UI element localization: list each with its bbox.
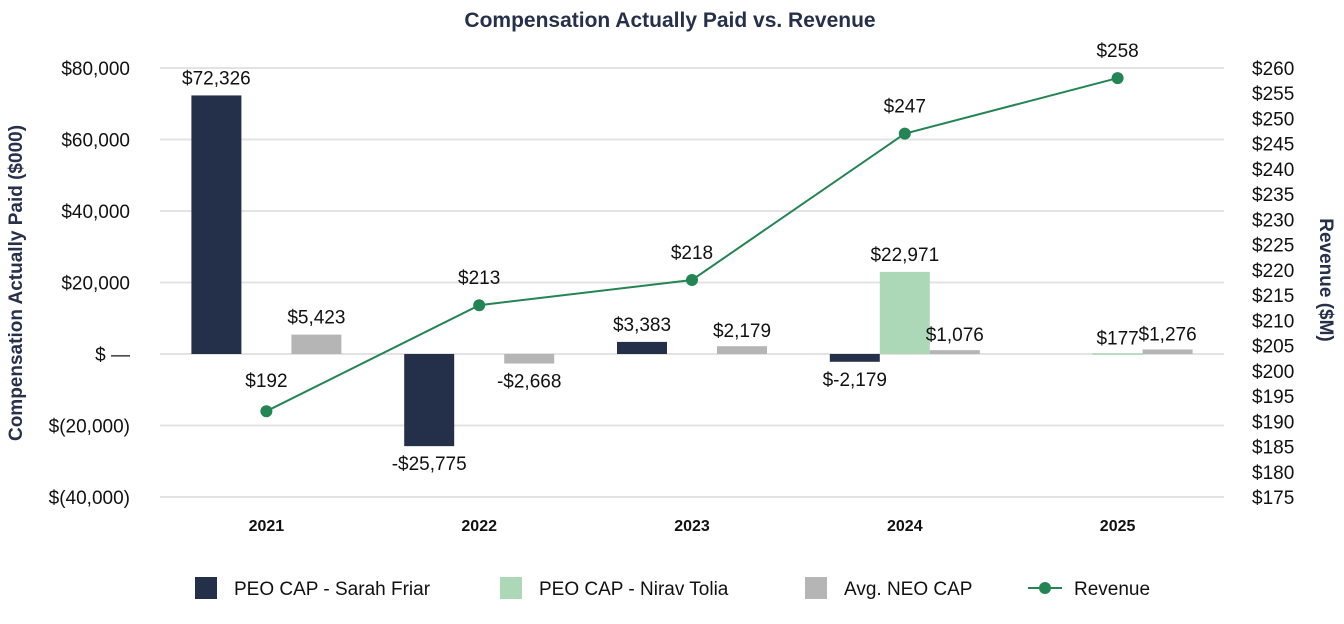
right-tick-label: $220: [1252, 261, 1294, 282]
revenue-line-series: [260, 72, 1124, 418]
left-axis-ticks: $80,000 $60,000 $40,000 $20,000 $ — $(20,000)…: [49, 59, 130, 509]
bar: [717, 346, 767, 354]
left-axis-title: Compensation Actually Paid ($000): [6, 125, 27, 441]
revenue-point: [260, 405, 273, 418]
bar: [879, 271, 930, 354]
legend-swatch: [500, 577, 522, 599]
bar: [404, 354, 455, 447]
bar: [1092, 353, 1143, 355]
left-tick-label: $40,000: [61, 202, 130, 223]
legend-label: PEO CAP - Nirav Tolia: [539, 579, 729, 600]
bar-data-label: $3,383: [613, 315, 671, 336]
chart-title: Compensation Actually Paid vs. Revenue: [464, 9, 875, 32]
bar: [504, 354, 555, 364]
legend: PEO CAP - Sarah Friar PEO CAP - Nirav Tol…: [195, 577, 1150, 600]
bar-data-label: $-2,179: [823, 370, 887, 391]
right-tick-label: $190: [1252, 412, 1294, 433]
legend-marker: [1039, 582, 1051, 594]
legend-label: PEO CAP - Sarah Friar: [234, 579, 431, 600]
x-tick-label: 2023: [674, 518, 710, 535]
revenue-data-label: $218: [671, 243, 713, 264]
bar-data-label: $72,326: [182, 68, 251, 89]
right-tick-label: $260: [1252, 59, 1294, 80]
revenue-data-label: $192: [245, 371, 287, 392]
x-tick-label: 2022: [461, 518, 497, 535]
x-tick-label: 2025: [1100, 518, 1136, 535]
right-tick-label: $200: [1252, 362, 1294, 383]
revenue-point: [686, 273, 698, 286]
right-tick-label: $175: [1252, 488, 1294, 509]
right-tick-label: $240: [1252, 160, 1294, 181]
legend-swatch: [805, 577, 827, 599]
left-tick-label: $20,000: [61, 274, 130, 295]
revenue-data-label: $247: [884, 97, 926, 118]
left-tick-label: $(40,000): [49, 488, 130, 509]
data-labels: $72,326-$25,775$3,383$-2,179$22,971$177$…: [182, 41, 1197, 475]
bar: [191, 95, 242, 355]
bar: [829, 354, 880, 362]
right-axis-ticks: $260 $255 $250 $245 $240 $235 $230 $225 $220 $215…: [1252, 59, 1294, 509]
x-tick-label: 2024: [887, 518, 923, 535]
right-tick-label: $210: [1252, 311, 1294, 332]
bar: [617, 341, 667, 354]
revenue-point: [1111, 72, 1124, 85]
revenue-data-label: $258: [1096, 41, 1138, 62]
left-tick-label: $(20,000): [49, 417, 130, 438]
bar: [291, 334, 342, 354]
right-tick-label: $245: [1252, 135, 1294, 156]
bar-data-label: $22,971: [870, 245, 939, 266]
bar-data-label: $5,423: [287, 308, 345, 329]
left-tick-label: $80,000: [61, 59, 130, 80]
left-tick-label: $60,000: [61, 131, 130, 152]
bar: [929, 350, 980, 354]
legend-label: Avg. NEO CAP: [844, 579, 972, 600]
right-tick-label: $195: [1252, 387, 1294, 408]
bar-data-label: $177: [1096, 328, 1138, 349]
bar-data-label: -$2,668: [497, 372, 561, 393]
right-tick-label: $250: [1252, 109, 1294, 130]
right-tick-label: $225: [1252, 236, 1294, 257]
right-tick-label: $205: [1252, 337, 1294, 358]
bar-data-label: $2,179: [713, 321, 771, 342]
revenue-point: [898, 127, 911, 140]
bar-data-label: $1,076: [926, 325, 984, 346]
x-tick-label: 2021: [249, 518, 285, 535]
legend-label: Revenue: [1074, 579, 1150, 600]
right-axis-title: Revenue ($M): [1315, 218, 1336, 342]
bar: [1142, 349, 1193, 354]
right-tick-label: $180: [1252, 463, 1294, 484]
bar-series: [191, 95, 1193, 447]
revenue-point: [473, 299, 486, 312]
right-tick-label: $230: [1252, 210, 1294, 231]
revenue-data-label: $213: [458, 268, 500, 289]
right-tick-label: $215: [1252, 286, 1294, 307]
right-tick-label: $255: [1252, 84, 1294, 105]
bar-data-label: -$25,775: [392, 454, 467, 475]
x-axis-ticks: 2021 2022 2023 2024 2025: [249, 518, 1136, 535]
right-tick-label: $235: [1252, 185, 1294, 206]
legend-swatch: [195, 577, 217, 599]
right-tick-label: $185: [1252, 438, 1294, 459]
left-tick-label: $ —: [95, 345, 130, 366]
bar-data-label: $1,276: [1139, 324, 1197, 345]
